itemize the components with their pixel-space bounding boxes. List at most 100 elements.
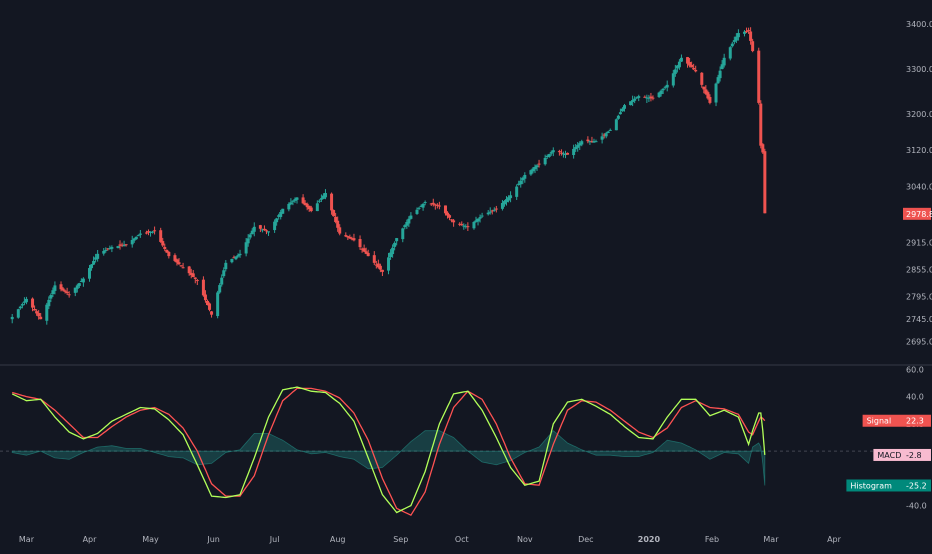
candle-body: [358, 239, 362, 248]
candle-body: [47, 299, 51, 307]
candle-body: [409, 215, 413, 219]
candle-body: [448, 215, 452, 218]
histogram-legend-label: Histogram: [850, 481, 892, 490]
candle-body: [319, 198, 323, 200]
candle-body: [578, 143, 582, 146]
candle-body: [651, 97, 655, 99]
candle-body: [594, 141, 598, 143]
candle-body: [24, 298, 28, 303]
candle-body: [492, 209, 496, 211]
candle-body: [523, 174, 527, 179]
candle-body: [602, 134, 606, 136]
candle-body: [67, 294, 71, 296]
signal-line: [12, 387, 766, 517]
candle-body: [690, 64, 694, 68]
candle-body: [191, 273, 195, 278]
candle-body: [179, 265, 183, 267]
candle-body: [673, 69, 677, 74]
candle-body: [714, 83, 718, 103]
candle-body: [216, 292, 220, 317]
candle-body: [124, 244, 128, 246]
candle-body: [590, 141, 594, 143]
candle-body: [275, 218, 279, 223]
candle-body: [706, 92, 710, 99]
candle-body: [547, 154, 551, 157]
candle-body: [309, 207, 313, 212]
candle-body: [323, 193, 327, 198]
candle-body: [490, 210, 494, 212]
candle-body: [633, 98, 637, 101]
candle-body: [702, 86, 706, 90]
candle-body: [81, 278, 85, 283]
candle-body: [65, 291, 69, 294]
candle-body: [346, 236, 350, 238]
candle-body: [486, 212, 490, 215]
candle-body: [606, 131, 610, 134]
candle-body: [350, 238, 354, 240]
candle-body: [608, 129, 612, 131]
candle-body: [663, 86, 667, 88]
candle-body: [543, 157, 547, 165]
candle-body: [334, 216, 338, 222]
candle-body: [246, 238, 250, 244]
candle-body: [572, 148, 576, 156]
candle-body: [551, 150, 555, 153]
candle-body: [586, 139, 590, 142]
candle-body: [515, 186, 519, 197]
candle-body: [177, 262, 181, 265]
candle-body: [92, 260, 96, 265]
time-axis-label: Jun: [206, 535, 220, 544]
candle-body: [665, 84, 669, 88]
candle-body: [134, 236, 138, 240]
candle-body: [500, 202, 504, 209]
candle-body: [338, 227, 342, 234]
candle-body: [90, 264, 94, 269]
candle-body: [18, 306, 22, 309]
candle-body: [387, 257, 391, 271]
candle-body: [238, 253, 242, 256]
candle-body: [122, 245, 126, 247]
candle-body: [281, 208, 285, 214]
macd-axis-label: -40.0: [906, 502, 927, 511]
candle-body: [77, 283, 81, 286]
candle-body: [380, 269, 384, 272]
candle-body: [20, 304, 24, 306]
candle-body: [391, 247, 395, 255]
candle-body: [757, 50, 761, 103]
candle-body: [631, 99, 635, 102]
signal-value-label: 22.3: [906, 417, 924, 426]
candle-body: [193, 277, 197, 279]
candle-body: [435, 204, 439, 206]
price-axis-label: 2915.0: [906, 239, 932, 248]
candle-body: [258, 225, 262, 229]
time-axis-label: Mar: [19, 535, 35, 544]
macd-line: [11, 386, 766, 514]
candle-body: [722, 57, 726, 66]
time-axis-label: Apr: [827, 535, 842, 544]
candle-body: [260, 229, 264, 231]
candle-body: [232, 257, 236, 259]
candle-body: [535, 165, 539, 168]
time-axis-label: 2020: [638, 535, 661, 544]
time-axis-label: Apr: [83, 535, 98, 544]
candle-body: [716, 77, 720, 84]
candle-body: [749, 31, 753, 41]
candle-body: [745, 31, 749, 33]
candle-body: [267, 231, 271, 233]
axes: 3400.0 3300.0 3200.0 3120.0 3040.0 2915.0 2855…: [0, 20, 932, 544]
candle-body: [102, 250, 106, 254]
candle-body: [728, 47, 732, 59]
time-axis-label: Sep: [393, 535, 408, 544]
candle-body: [277, 215, 281, 217]
candle-body: [96, 253, 100, 259]
candle-body: [236, 255, 240, 257]
candle-body: [10, 316, 14, 320]
histogram-value-tag: [903, 479, 931, 492]
candle-body: [700, 72, 704, 85]
candle-body: [576, 145, 580, 148]
candle-body: [403, 225, 407, 228]
candle-body: [446, 212, 450, 216]
candle-body: [252, 226, 256, 232]
candle-body: [336, 220, 340, 228]
price-pane: [10, 27, 767, 325]
